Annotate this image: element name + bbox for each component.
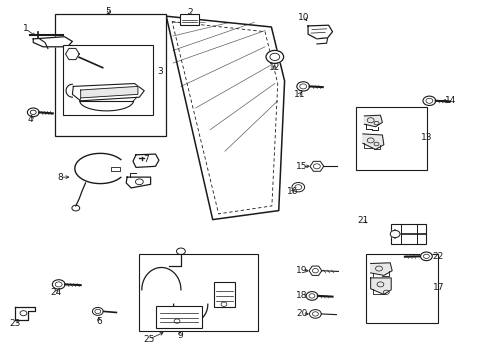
Text: 1: 1 bbox=[22, 24, 28, 33]
Text: 10: 10 bbox=[298, 13, 309, 22]
Circle shape bbox=[309, 310, 321, 318]
Polygon shape bbox=[364, 115, 382, 127]
Text: 25: 25 bbox=[143, 335, 155, 343]
FancyBboxPatch shape bbox=[365, 254, 437, 323]
Text: 9: 9 bbox=[177, 331, 183, 340]
Polygon shape bbox=[126, 177, 150, 188]
Polygon shape bbox=[316, 38, 327, 44]
FancyBboxPatch shape bbox=[111, 167, 120, 171]
Text: 4: 4 bbox=[27, 115, 33, 124]
Text: 18: 18 bbox=[296, 292, 307, 300]
FancyBboxPatch shape bbox=[180, 14, 198, 25]
Text: 23: 23 bbox=[9, 319, 20, 328]
Circle shape bbox=[52, 280, 65, 289]
Circle shape bbox=[27, 108, 39, 117]
Text: 19: 19 bbox=[296, 266, 307, 275]
Text: 20: 20 bbox=[296, 309, 307, 318]
Text: 24: 24 bbox=[50, 288, 62, 297]
Text: 22: 22 bbox=[431, 252, 443, 261]
Circle shape bbox=[265, 50, 283, 63]
Circle shape bbox=[420, 252, 431, 261]
Text: 15: 15 bbox=[296, 162, 307, 171]
Circle shape bbox=[422, 96, 435, 105]
Text: 11: 11 bbox=[293, 90, 305, 99]
Polygon shape bbox=[133, 154, 159, 167]
Circle shape bbox=[305, 292, 317, 300]
Polygon shape bbox=[308, 266, 321, 275]
Text: 2: 2 bbox=[186, 8, 192, 17]
Circle shape bbox=[389, 230, 399, 238]
FancyBboxPatch shape bbox=[155, 306, 202, 328]
Text: 21: 21 bbox=[356, 216, 368, 225]
Text: 5: 5 bbox=[105, 7, 111, 16]
FancyBboxPatch shape bbox=[214, 282, 234, 307]
Polygon shape bbox=[72, 84, 144, 101]
Polygon shape bbox=[370, 263, 391, 275]
Circle shape bbox=[92, 307, 103, 315]
Polygon shape bbox=[307, 25, 332, 39]
FancyBboxPatch shape bbox=[62, 45, 153, 115]
Polygon shape bbox=[166, 16, 284, 220]
Text: 12: 12 bbox=[268, 63, 280, 72]
Polygon shape bbox=[65, 48, 79, 60]
Polygon shape bbox=[81, 86, 138, 98]
Polygon shape bbox=[309, 161, 323, 171]
Text: 3: 3 bbox=[157, 68, 163, 77]
Text: 8: 8 bbox=[57, 173, 63, 181]
Text: 14: 14 bbox=[444, 96, 456, 105]
Circle shape bbox=[296, 82, 309, 91]
Text: 6: 6 bbox=[96, 317, 102, 325]
Text: 16: 16 bbox=[286, 187, 298, 196]
Text: 7: 7 bbox=[142, 154, 148, 163]
Polygon shape bbox=[15, 307, 35, 320]
FancyBboxPatch shape bbox=[355, 107, 426, 170]
FancyBboxPatch shape bbox=[139, 254, 257, 331]
FancyBboxPatch shape bbox=[55, 14, 166, 136]
FancyBboxPatch shape bbox=[390, 224, 426, 244]
Text: 17: 17 bbox=[432, 284, 444, 292]
Text: 13: 13 bbox=[420, 133, 431, 142]
Polygon shape bbox=[362, 134, 383, 149]
Polygon shape bbox=[33, 37, 72, 47]
Polygon shape bbox=[370, 278, 390, 294]
Circle shape bbox=[291, 183, 304, 192]
